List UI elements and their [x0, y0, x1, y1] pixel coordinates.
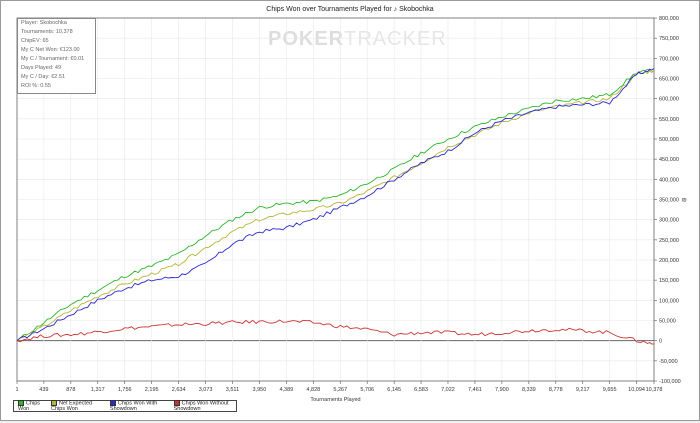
x-tick-label: 8,339	[522, 387, 536, 393]
stat-line: ChipEV: 65	[21, 38, 49, 44]
x-tick-label: 3,950	[253, 387, 267, 393]
y-tick-label: 800,000	[659, 16, 679, 22]
legend-label: Net Expected Chips Won	[51, 400, 93, 413]
y-tick-label: 400,000	[659, 177, 679, 183]
x-tick-label: 7,022	[441, 387, 455, 393]
y-axis-symbol: ₪	[682, 198, 687, 204]
legend-item[interactable]: Chips Won With Showdown	[109, 399, 167, 413]
plot-border	[16, 17, 655, 382]
x-tick-label: 2,634	[172, 387, 186, 393]
legend-swatch	[51, 399, 58, 406]
stats-box: Player: Skobochka Tournaments: 10,378 Chip…	[17, 18, 96, 94]
stat-line: ROI %: 0.55	[21, 83, 51, 89]
x-tick-label: 7,900	[495, 387, 509, 393]
legend-item[interactable]: Chips Won Without Showdown	[173, 399, 236, 413]
y-tick-label: 50,000	[659, 319, 676, 325]
stat-line: My C / Day: €2.51	[21, 74, 66, 80]
series-line-chips-won-with-showdown	[16, 68, 655, 342]
x-tick-label: 878	[66, 387, 75, 393]
x-tick-label: 1,317	[91, 387, 105, 393]
legend: Chips Won Net Expected Chips Won Chips Won…	[13, 399, 237, 413]
y-tick-label: 600,000	[659, 97, 679, 103]
x-tick-label: 6,145	[387, 387, 401, 393]
x-tick-label: 5,706	[360, 387, 374, 393]
y-tick-label: -100,000	[659, 379, 681, 385]
legend-label: Chips Won Without Showdown	[173, 400, 229, 413]
chart-title: Chips Won over Tournaments Played for ♪ …	[266, 6, 434, 13]
y-tick-label: 700,000	[659, 56, 679, 62]
x-tick-label: 3,511	[226, 387, 239, 393]
x-tick-label: 6,583	[414, 387, 428, 393]
x-tick-label: 2,195	[145, 387, 159, 393]
x-tick-label: 10,378	[646, 387, 663, 393]
legend-swatch	[173, 399, 180, 406]
y-tick-label: -50,000	[659, 359, 678, 365]
x-tick-label: 1	[15, 387, 18, 393]
series-line-net-expected-chips-won	[16, 70, 655, 342]
x-axis-label: Tournaments Played	[310, 397, 360, 403]
y-tick-label: 350,000	[659, 198, 679, 204]
legend-label: Chips Won	[18, 400, 41, 413]
legend-label: Chips Won With Showdown	[109, 400, 158, 413]
x-tick-label: 8,778	[549, 387, 563, 393]
x-tick-label: 439	[39, 387, 48, 393]
x-tick-label: 4,389	[279, 387, 293, 393]
series-line-chips-won-without-showdown	[16, 319, 655, 345]
y-tick-label: 750,000	[659, 36, 679, 42]
x-tick-label: 5,267	[333, 387, 347, 393]
y-tick-label: 150,000	[659, 278, 679, 284]
x-tick-label: 4,828	[306, 387, 320, 393]
stat-line: Tournaments: 10,378	[21, 29, 73, 35]
stat-line: My C / Tournament: €0.01	[21, 56, 85, 62]
y-tick-label: 650,000	[659, 77, 679, 83]
stat-line: Player: Skobochka	[21, 20, 67, 26]
legend-swatch	[18, 399, 24, 406]
pokertracker-logo: POKERTRACKER	[268, 28, 447, 50]
x-tick-label: 3,073	[199, 387, 213, 393]
x-tick-label: 9,217	[576, 387, 590, 393]
y-tick-label: 0	[659, 339, 662, 345]
y-tick-label: 500,000	[659, 137, 679, 143]
x-tick-label: 9,655	[603, 387, 617, 393]
series-line-chips-won	[16, 69, 655, 342]
y-tick-label: 300,000	[659, 218, 679, 224]
legend-swatch	[109, 399, 116, 406]
legend-item[interactable]: Chips Won	[18, 399, 44, 413]
stat-line: Days Played: 49	[21, 65, 62, 71]
x-tick-label: 10,094	[628, 387, 645, 393]
x-tick-label: 1,756	[118, 387, 132, 393]
x-tick-label: 7,461	[468, 387, 482, 393]
y-tick-label: 250,000	[659, 238, 679, 244]
legend-item[interactable]: Net Expected Chips Won	[51, 399, 103, 413]
y-tick-label: 100,000	[659, 298, 679, 304]
stat-line: My C Net Won: €123.00	[21, 47, 80, 53]
y-tick-label: 450,000	[659, 157, 679, 163]
y-tick-label: 550,000	[659, 117, 679, 123]
y-tick-label: 200,000	[659, 258, 679, 264]
